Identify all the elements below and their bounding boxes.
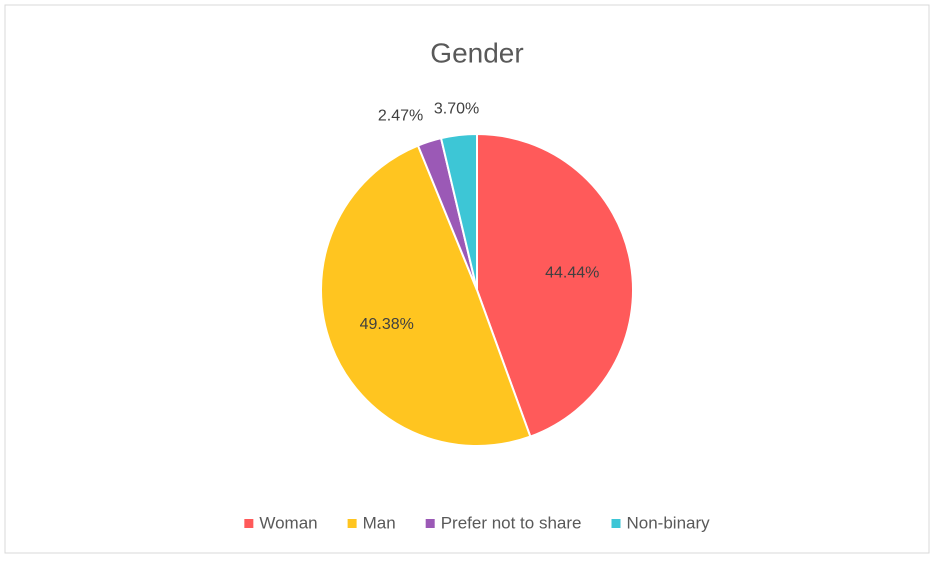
legend-label: Man [363,513,396,532]
chart-title: Gender [430,37,523,68]
legend-swatch [347,519,357,528]
pie-slice [476,132,634,438]
pie-slice [439,132,478,291]
data-label: 49.38% [360,316,414,333]
legend-label: Non-binary [627,513,711,532]
data-label: 3.70% [434,100,479,117]
legend-swatch [425,519,435,528]
legend-label: Prefer not to share [441,513,582,532]
pie-slice [320,144,532,447]
legend-swatch [611,519,621,528]
legend-label: Woman [259,513,317,532]
legend-swatch [244,519,254,528]
data-label: 44.44% [545,264,599,281]
data-label: 2.47% [378,108,423,125]
